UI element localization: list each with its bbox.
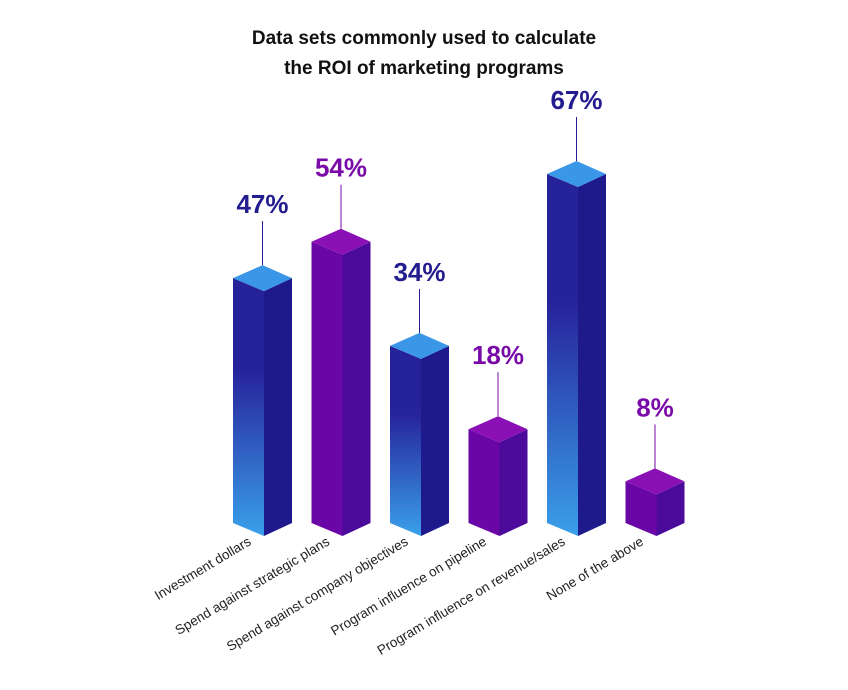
bar-top-cap	[390, 332, 449, 359]
value-label: 67%	[550, 85, 602, 115]
value-label: 34%	[393, 257, 445, 287]
chart-title-line-2: the ROI of marketing programs	[284, 58, 564, 79]
chart-title-line-1: Data sets commonly used to calculate	[251, 28, 597, 49]
bar-top-cap	[625, 468, 685, 495]
bar-top-cap	[311, 228, 371, 255]
value-label: 47%	[236, 189, 288, 219]
bar-1: 47%Investment dollars	[152, 189, 292, 603]
bar-front-face	[390, 345, 421, 536]
bar-top-cap	[233, 265, 292, 292]
bar-side-face	[342, 241, 371, 536]
bar-side-face	[656, 481, 685, 536]
bar-front-face	[311, 241, 343, 536]
bar-front-face	[625, 481, 657, 536]
bar-top-cap	[547, 161, 606, 187]
category-label: Program influence on pipeline	[328, 534, 489, 639]
value-label: 18%	[472, 340, 524, 370]
bar-front-face	[547, 174, 578, 536]
value-label: 54%	[315, 153, 367, 183]
bar-front-face	[468, 429, 500, 536]
bar-side-face	[578, 174, 606, 536]
bar-top-cap	[468, 416, 528, 443]
bar-side-face	[499, 429, 528, 536]
bar-side-face	[264, 278, 292, 536]
chart-title: Data sets commonly used to calculate the…	[0, 24, 848, 84]
bar-front-face	[233, 278, 264, 536]
category-label: Spend against strategic plans	[172, 534, 332, 638]
value-label: 8%	[636, 392, 674, 422]
bar-side-face	[421, 345, 449, 536]
